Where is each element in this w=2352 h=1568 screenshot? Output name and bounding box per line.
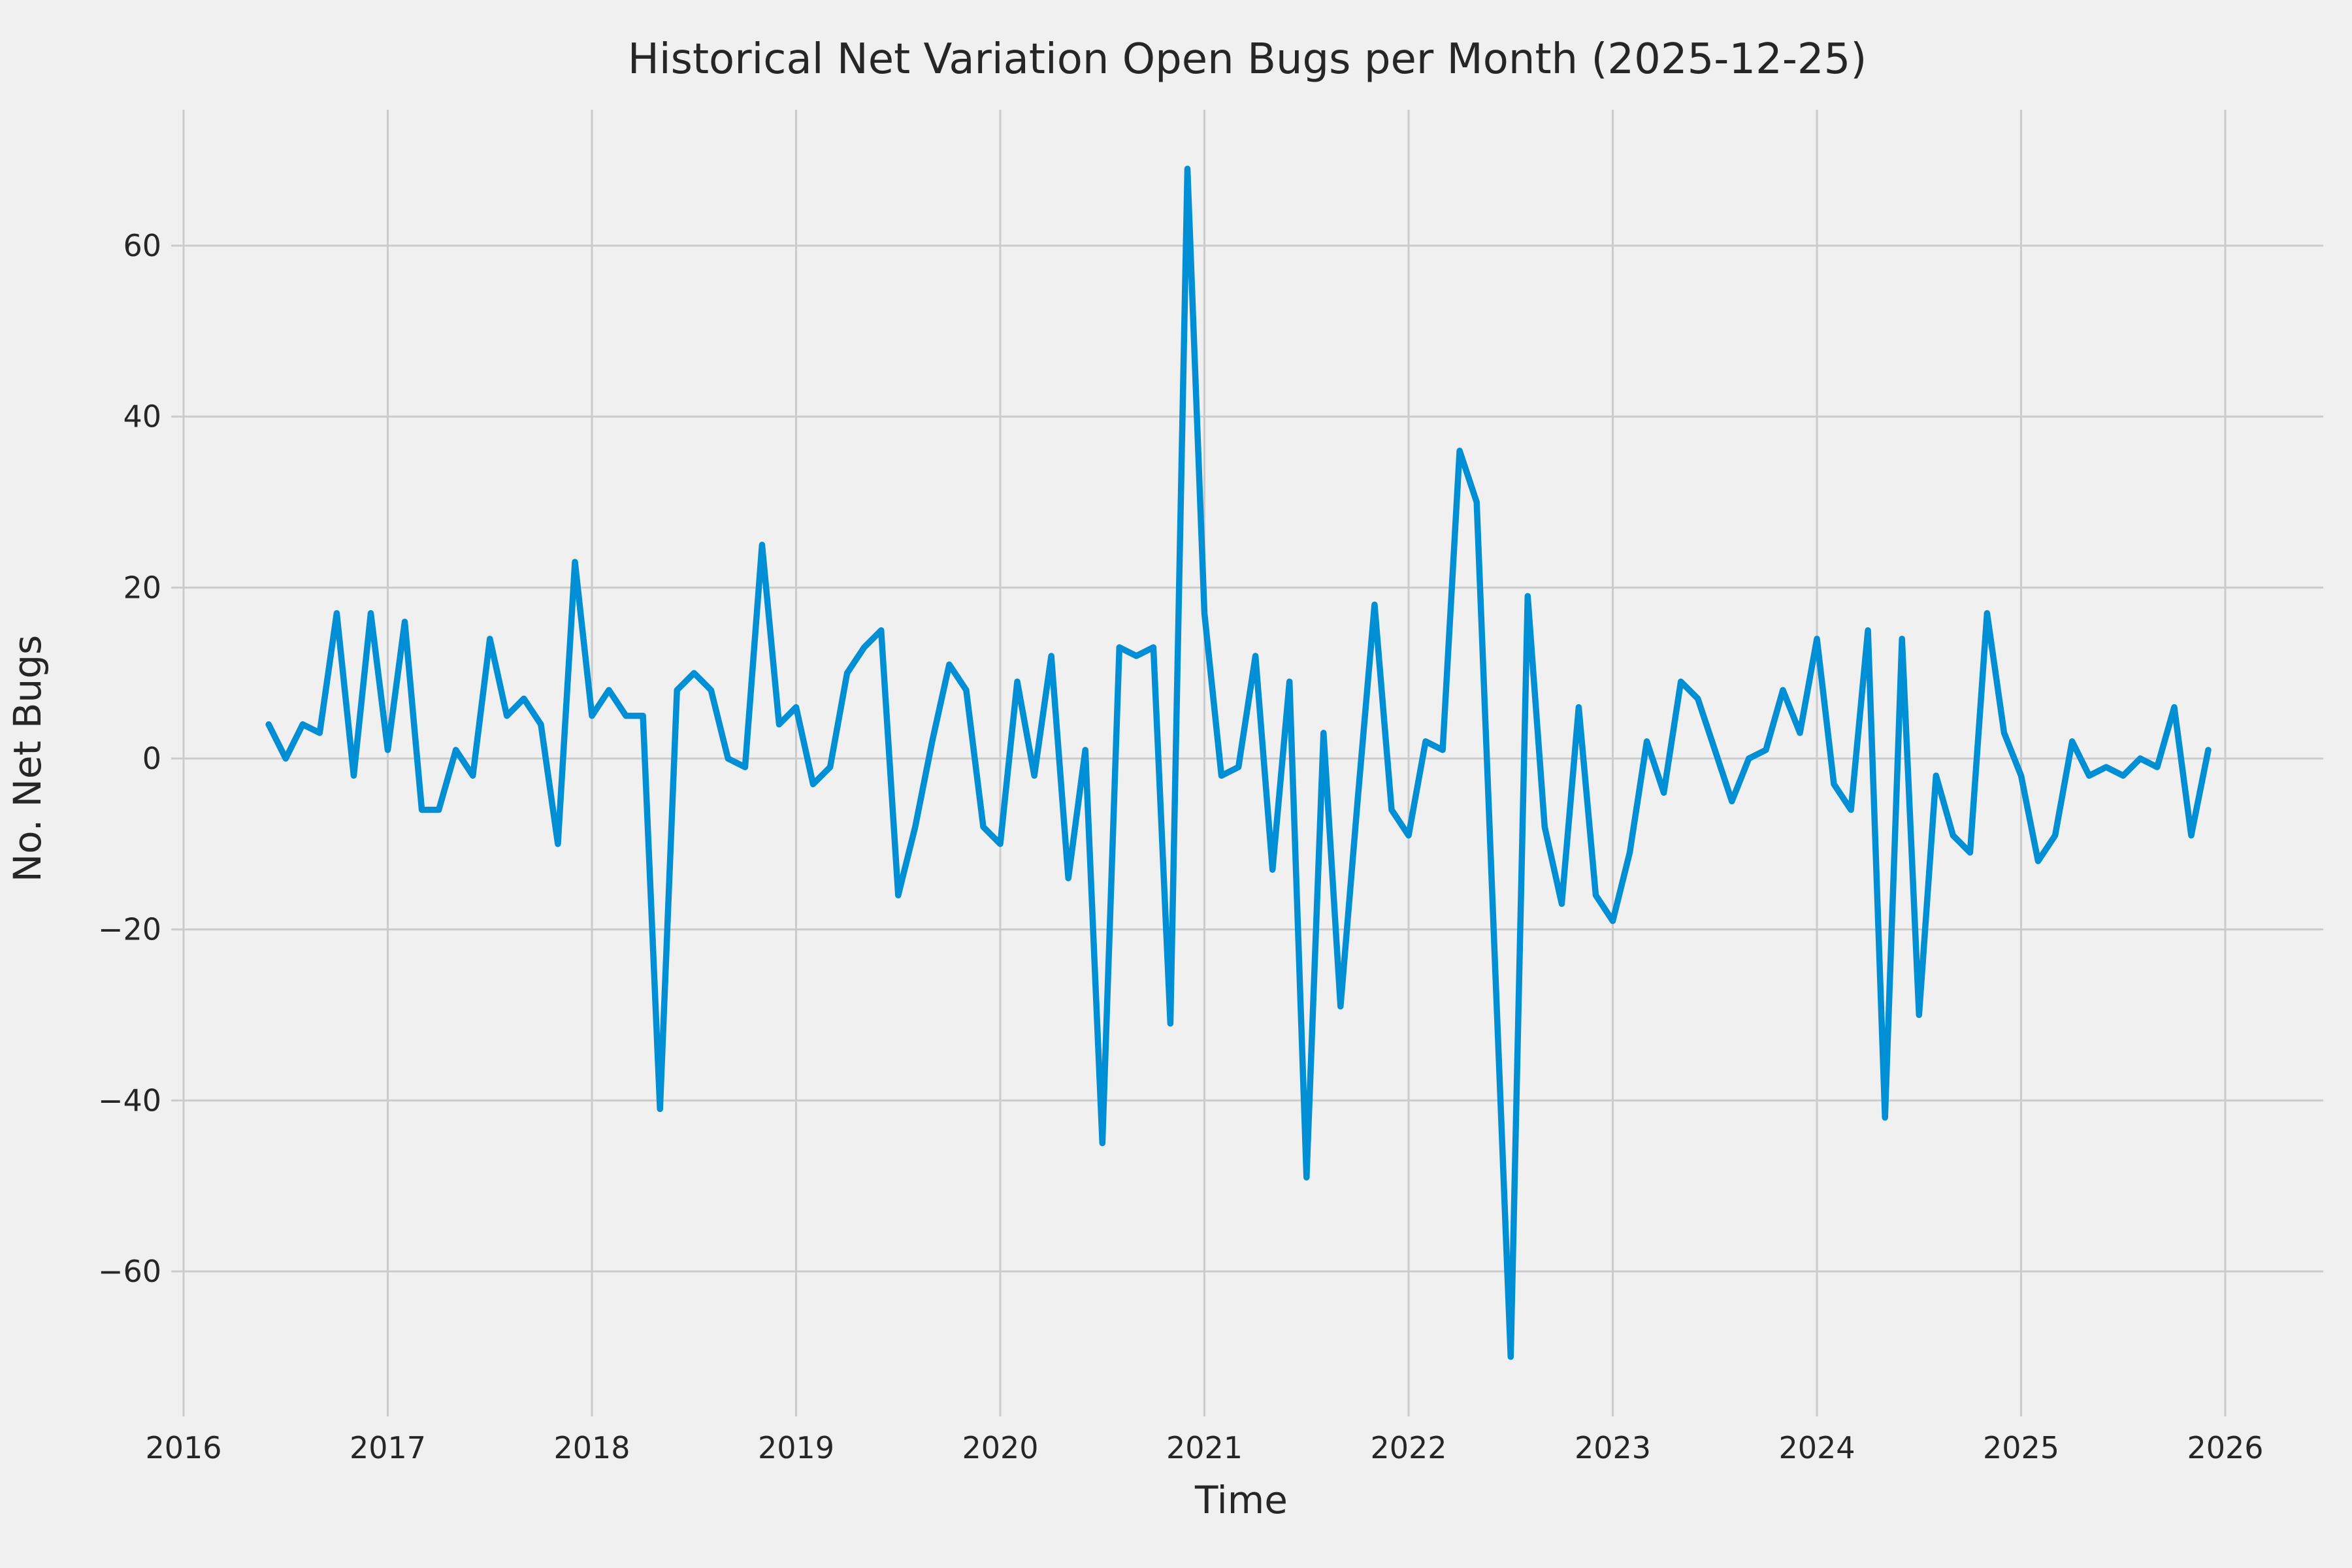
y-tick-label: −60 — [98, 1254, 161, 1289]
x-axis-label: Time — [1194, 1478, 1288, 1522]
chart-title: Historical Net Variation Open Bugs per M… — [628, 35, 1867, 84]
y-tick-label: 40 — [123, 399, 161, 434]
y-axis-tick-labels: −60 −40 −20 0 20 40 60 — [98, 228, 161, 1289]
x-tick-label: 2022 — [1370, 1430, 1446, 1465]
y-tick-label: −40 — [98, 1083, 161, 1118]
x-tick-label: 2024 — [1778, 1430, 1855, 1465]
x-tick-label: 2020 — [962, 1430, 1038, 1465]
x-axis-tick-labels: 2016 2017 2018 2019 2020 2021 2022 2023 2024 2025… — [145, 1430, 2263, 1465]
x-tick-label: 2026 — [2187, 1430, 2263, 1465]
y-tick-label: 60 — [123, 228, 161, 263]
y-tick-label: 20 — [123, 570, 161, 605]
x-tick-label: 2018 — [553, 1430, 630, 1465]
x-tick-label: 2019 — [758, 1430, 834, 1465]
x-tick-label: 2016 — [145, 1430, 221, 1465]
vertical-gridlines — [182, 110, 2227, 1416]
y-tick-label: 0 — [142, 741, 161, 776]
data-line-series — [265, 165, 2212, 1360]
y-tick-label: −20 — [98, 912, 161, 947]
x-tick-label: 2021 — [1166, 1430, 1243, 1465]
horizontal-gridlines — [171, 244, 2323, 1273]
x-tick-label: 2023 — [1575, 1430, 1651, 1465]
x-tick-label: 2025 — [1983, 1430, 2059, 1465]
y-axis-label: No. Net Bugs — [5, 635, 50, 883]
x-tick-label: 2017 — [350, 1430, 426, 1465]
